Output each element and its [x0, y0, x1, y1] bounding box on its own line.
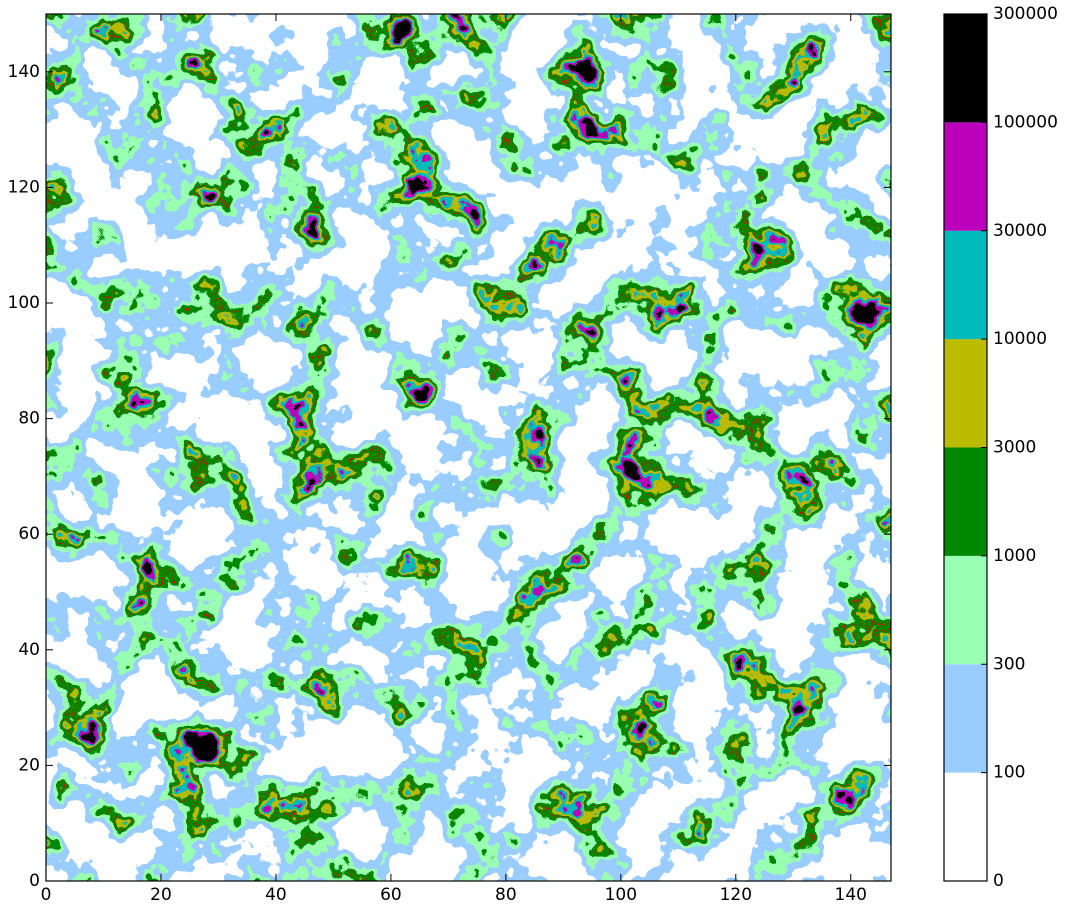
colorbar-band [944, 555, 987, 665]
x-tick-label: 0 [41, 885, 52, 905]
colorbar-label: 100000 [993, 112, 1058, 132]
colorbar-label: 30000 [993, 221, 1047, 241]
colorbar-label: 1000 [993, 546, 1036, 566]
y-tick-label: 40 [18, 640, 40, 660]
colorbar-label: 0 [993, 871, 1004, 891]
colorbar-band [944, 447, 987, 556]
x-tick-label: 120 [720, 885, 752, 905]
x-tick-label: 20 [150, 885, 172, 905]
x-tick-label: 100 [605, 885, 637, 905]
colorbar-label: 10000 [993, 329, 1047, 349]
x-tick-label: 60 [380, 885, 402, 905]
colorbar-label: 3000 [993, 438, 1036, 458]
contour-lines [46, 14, 891, 881]
y-tick-label: 20 [18, 755, 40, 775]
plot-frame [45, 13, 892, 882]
y-tick-label: 0 [29, 871, 40, 891]
colorbar-band [944, 122, 987, 231]
y-tick-label: 140 [8, 62, 40, 82]
x-tick-label: 140 [835, 885, 867, 905]
colorbar-band [944, 339, 987, 448]
y-tick-label: 60 [18, 524, 40, 544]
colorbar-band [944, 664, 987, 773]
colorbar-band [944, 772, 987, 881]
y-tick-label: 120 [8, 177, 40, 197]
y-tick-label: 80 [18, 409, 40, 429]
colorbar-label: 100 [993, 763, 1025, 783]
colorbar-band [944, 230, 987, 340]
plot-area [46, 14, 891, 881]
x-tick-label: 80 [495, 885, 517, 905]
x-tick-label: 40 [265, 885, 287, 905]
colorbar-label: 300 [993, 654, 1025, 674]
colorbar-band [944, 14, 987, 123]
colorbar-frame [943, 13, 988, 882]
colorbar-label: 300000 [993, 4, 1058, 24]
y-tick-label: 100 [8, 293, 40, 313]
